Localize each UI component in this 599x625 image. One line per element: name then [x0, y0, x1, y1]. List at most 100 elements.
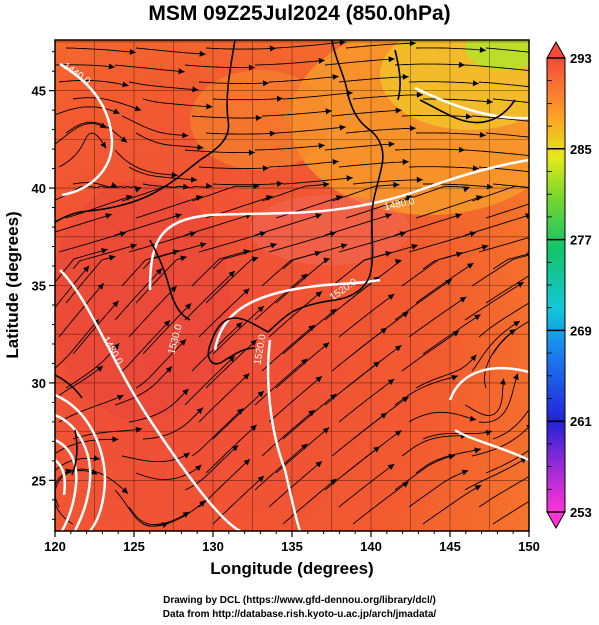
- streamline: [471, 185, 529, 202]
- streamline-arrowhead: [276, 180, 283, 187]
- streamline: [464, 214, 529, 236]
- streamline-arrowhead: [119, 231, 127, 237]
- streamline: [471, 115, 529, 122]
- colorbar-tick-label: 293: [570, 51, 592, 66]
- streamline-arrowhead: [83, 265, 90, 273]
- streamline-arrowhead: [178, 68, 185, 75]
- streamline: [205, 47, 277, 50]
- streamline-arrowhead: [469, 415, 477, 422]
- streamline-arrowhead: [474, 485, 482, 491]
- streamline: [121, 319, 171, 372]
- drawing-credit: Drawing by DCL (https://www.gfd-dennou.o…: [163, 595, 436, 606]
- streamline: [261, 251, 322, 287]
- streamline-arrowhead: [387, 379, 395, 385]
- streamline: [492, 500, 529, 525]
- streamline: [142, 407, 204, 440]
- streamline: [55, 64, 115, 68]
- streamline-arrowhead: [486, 98, 493, 105]
- streamline-arrowhead: [402, 481, 409, 488]
- streamline: [275, 195, 343, 219]
- streamline: [394, 213, 462, 236]
- streamline-arrowhead: [323, 181, 330, 188]
- streamline-arrowhead: [540, 231, 547, 237]
- colorbar-tick-label: 261: [570, 414, 592, 429]
- streamline: [135, 256, 187, 304]
- streamline-arrowhead: [395, 107, 402, 114]
- streamline: [338, 293, 395, 338]
- streamline: [58, 132, 107, 168]
- streamline-arrowhead: [243, 288, 250, 295]
- streamline-arrowhead: [513, 373, 519, 381]
- streamline-arrowhead: [134, 186, 142, 193]
- grid-lines: [55, 40, 529, 531]
- streamline: [72, 428, 143, 440]
- streamline: [485, 449, 529, 474]
- streamline: [478, 302, 529, 338]
- streamline-arrowhead: [250, 339, 257, 346]
- streamline-arrowhead: [135, 426, 143, 433]
- streamline-arrowhead: [409, 125, 416, 132]
- streamline-arrowhead: [539, 266, 546, 272]
- streamline-arrowhead: [411, 243, 418, 250]
- x-tick-label: 125: [123, 539, 145, 554]
- streamline: [415, 262, 474, 304]
- streamline-arrowhead: [257, 391, 264, 398]
- streamline-arrowhead: [461, 469, 469, 476]
- streamline: [261, 183, 330, 202]
- streamline-arrowhead: [532, 471, 539, 477]
- streamline: [275, 427, 330, 474]
- streamline-arrowhead: [100, 141, 106, 149]
- y-axis-title: Latitude (degrees): [3, 211, 22, 358]
- streamline-arrowhead: [101, 248, 108, 254]
- streamline-arrowhead: [465, 113, 472, 120]
- streamline: [492, 253, 529, 270]
- streamline: [422, 314, 481, 355]
- streamline: [484, 328, 517, 389]
- streamline-arrowhead: [125, 194, 133, 201]
- streamline-arrowhead: [388, 141, 395, 148]
- streamline: [401, 114, 473, 118]
- streamline-arrowhead: [97, 283, 104, 290]
- x-tick-label: 140: [360, 539, 382, 554]
- streamline-arrowhead: [456, 251, 463, 258]
- streamline: [331, 109, 402, 117]
- streamline: [275, 258, 331, 304]
- streamline-arrowhead: [536, 391, 542, 398]
- streamline: [464, 457, 528, 491]
- streamline-arrowhead: [373, 361, 380, 368]
- streamline: [394, 63, 466, 66]
- streamline: [128, 388, 189, 423]
- streamline-arrowhead: [335, 195, 343, 201]
- streamline-arrowhead: [113, 108, 120, 114]
- streamline-arrowhead: [276, 95, 283, 102]
- streamline: [135, 132, 204, 149]
- streamline-arrowhead: [248, 64, 255, 71]
- height-contours: [55, 62, 529, 531]
- streamline-arrowhead: [385, 213, 392, 219]
- streamline: [128, 166, 198, 181]
- streamline: [184, 64, 255, 69]
- y-tick-label: 35: [32, 279, 46, 294]
- streamline: [415, 132, 486, 136]
- y-tick-label: 30: [32, 376, 46, 391]
- streamline: [352, 179, 423, 185]
- streamline: [345, 195, 413, 219]
- streamline: [415, 354, 477, 389]
- colorbar-tick-label: 285: [570, 142, 592, 157]
- x-tick-label: 145: [439, 539, 461, 554]
- streamline-arrowhead: [184, 303, 192, 310]
- streamline-arrowhead: [385, 251, 392, 257]
- streamline: [198, 166, 270, 170]
- streamline-arrowhead: [172, 249, 180, 256]
- streamline: [282, 308, 337, 355]
- streamline-arrowhead: [112, 300, 119, 308]
- streamline: [254, 59, 325, 66]
- x-tick-label: 130: [202, 539, 224, 554]
- streamline-arrowhead: [332, 74, 339, 80]
- streamline: [275, 342, 330, 389]
- streamline-arrowhead: [250, 424, 257, 432]
- streamline: [331, 327, 388, 372]
- streamline-arrowhead: [329, 231, 337, 237]
- streamline-arrowhead: [462, 186, 470, 193]
